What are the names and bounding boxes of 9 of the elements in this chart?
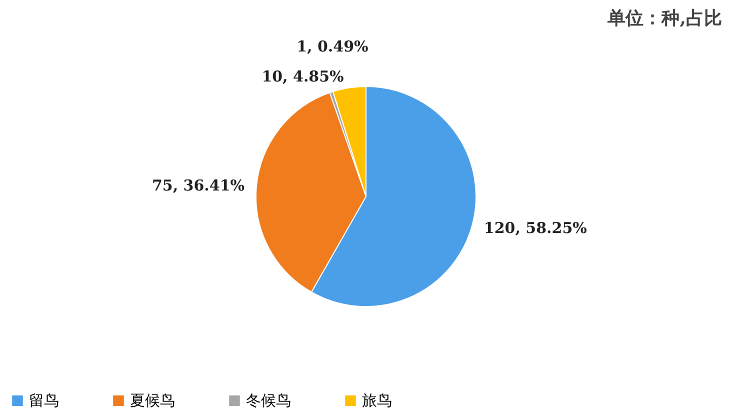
text: 单位：种,占比 — [606, 8, 722, 29]
data-label: 1, 0.49% — [296, 38, 368, 56]
legend-label: 冬候鸟 — [246, 392, 291, 410]
legend-label: 留鸟 — [29, 392, 59, 410]
legend-label: 夏候鸟 — [130, 392, 175, 410]
data-label: 120, 58.25% — [484, 218, 587, 237]
data-label: 10, 4.85% — [262, 68, 344, 86]
data-label: 75, 36.41% — [152, 176, 245, 194]
legend-label: 旅鸟 — [362, 392, 392, 410]
